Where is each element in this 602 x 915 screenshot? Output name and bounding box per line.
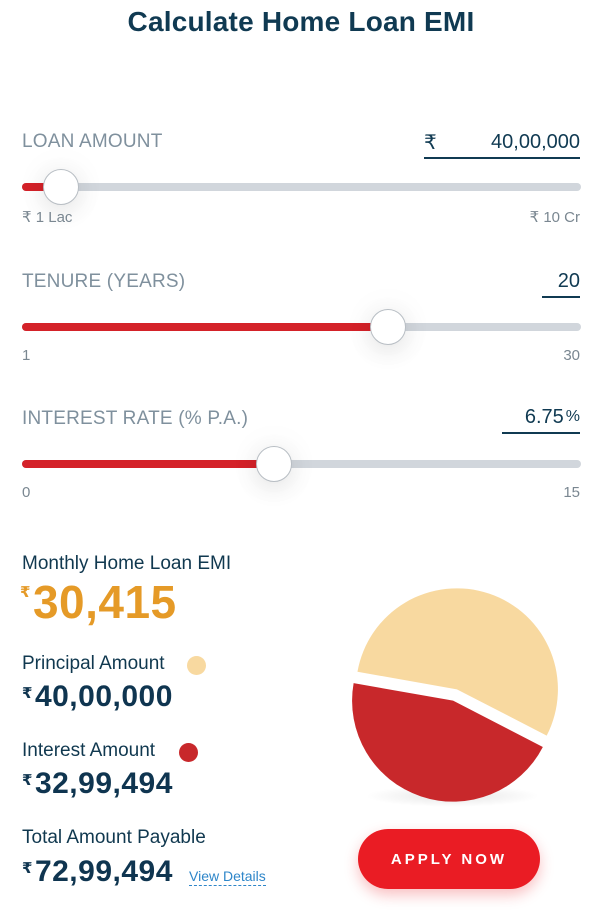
loan-amount-label: LOAN AMOUNT: [22, 131, 163, 152]
rupee-icon: ₹: [20, 584, 31, 601]
principal-label: Principal Amount: [22, 653, 165, 674]
apply-now-button[interactable]: APPLY NOW: [358, 829, 540, 889]
rupee-icon: ₹: [424, 131, 437, 154]
rupee-icon: ₹: [22, 772, 33, 789]
tenure-max-label: 30: [563, 347, 580, 364]
rupee-icon: ₹: [22, 685, 33, 702]
loan-min-label: ₹ 1 Lac: [22, 209, 73, 226]
rupee-icon: ₹: [22, 860, 33, 877]
interest-label: Interest Amount: [22, 740, 156, 761]
page-title: Calculate Home Loan EMI: [127, 6, 475, 37]
loan-amount-input[interactable]: ₹ 40,00,000: [424, 129, 580, 159]
loan-max-label: ₹ 10 Cr: [529, 209, 580, 226]
emi-label: Monthly Home Loan EMI: [22, 553, 232, 574]
interest-rate-value: 6.75: [524, 405, 564, 428]
rate-max-label: 15: [563, 484, 580, 501]
tenure-value: 20: [557, 269, 580, 292]
slider-fill: [22, 460, 274, 468]
interest-value: 32,99,494: [34, 767, 173, 800]
tenure-slider[interactable]: [22, 309, 581, 345]
slider-thumb[interactable]: [255, 446, 292, 482]
slider-fill: [22, 323, 389, 331]
loan-amount-value: 40,00,000: [491, 130, 580, 153]
slider-track: [22, 183, 581, 191]
slider-thumb[interactable]: [42, 169, 79, 205]
interest-rate-label: INTEREST RATE (% P.A.): [22, 408, 249, 429]
rate-min-label: 0: [22, 484, 31, 501]
total-amount: ₹ 72,99,494: [22, 855, 173, 889]
tenure-input[interactable]: 20: [542, 268, 580, 298]
total-label: Total Amount Payable: [22, 827, 206, 848]
tenure-min-label: 1: [22, 347, 31, 364]
tenure-label: TENURE (YEARS): [22, 271, 186, 292]
interest-rate-input[interactable]: 6.75 %: [502, 404, 580, 434]
percent-unit: %: [565, 408, 580, 425]
pie-slice-principal: [357, 588, 558, 736]
view-details-link[interactable]: View Details: [189, 868, 266, 886]
principal-legend-dot: [187, 656, 206, 675]
interest-rate-slider[interactable]: [22, 446, 581, 482]
principal-amount: ₹ 40,00,000: [22, 680, 173, 714]
interest-amount: ₹ 32,99,494: [22, 767, 173, 801]
interest-legend-dot: [179, 743, 198, 762]
emi-amount: ₹ 30,415: [20, 575, 177, 629]
emi-value: 30,415: [32, 576, 177, 628]
total-value: 72,99,494: [34, 855, 173, 888]
principal-value: 40,00,000: [34, 680, 173, 713]
emi-breakup-pie-chart: [352, 588, 558, 802]
loan-amount-slider[interactable]: [22, 169, 581, 205]
slider-thumb[interactable]: [370, 309, 407, 345]
pie-slice-interest: [352, 683, 543, 802]
slider-fill: [22, 183, 61, 191]
slider-track: [22, 460, 581, 468]
